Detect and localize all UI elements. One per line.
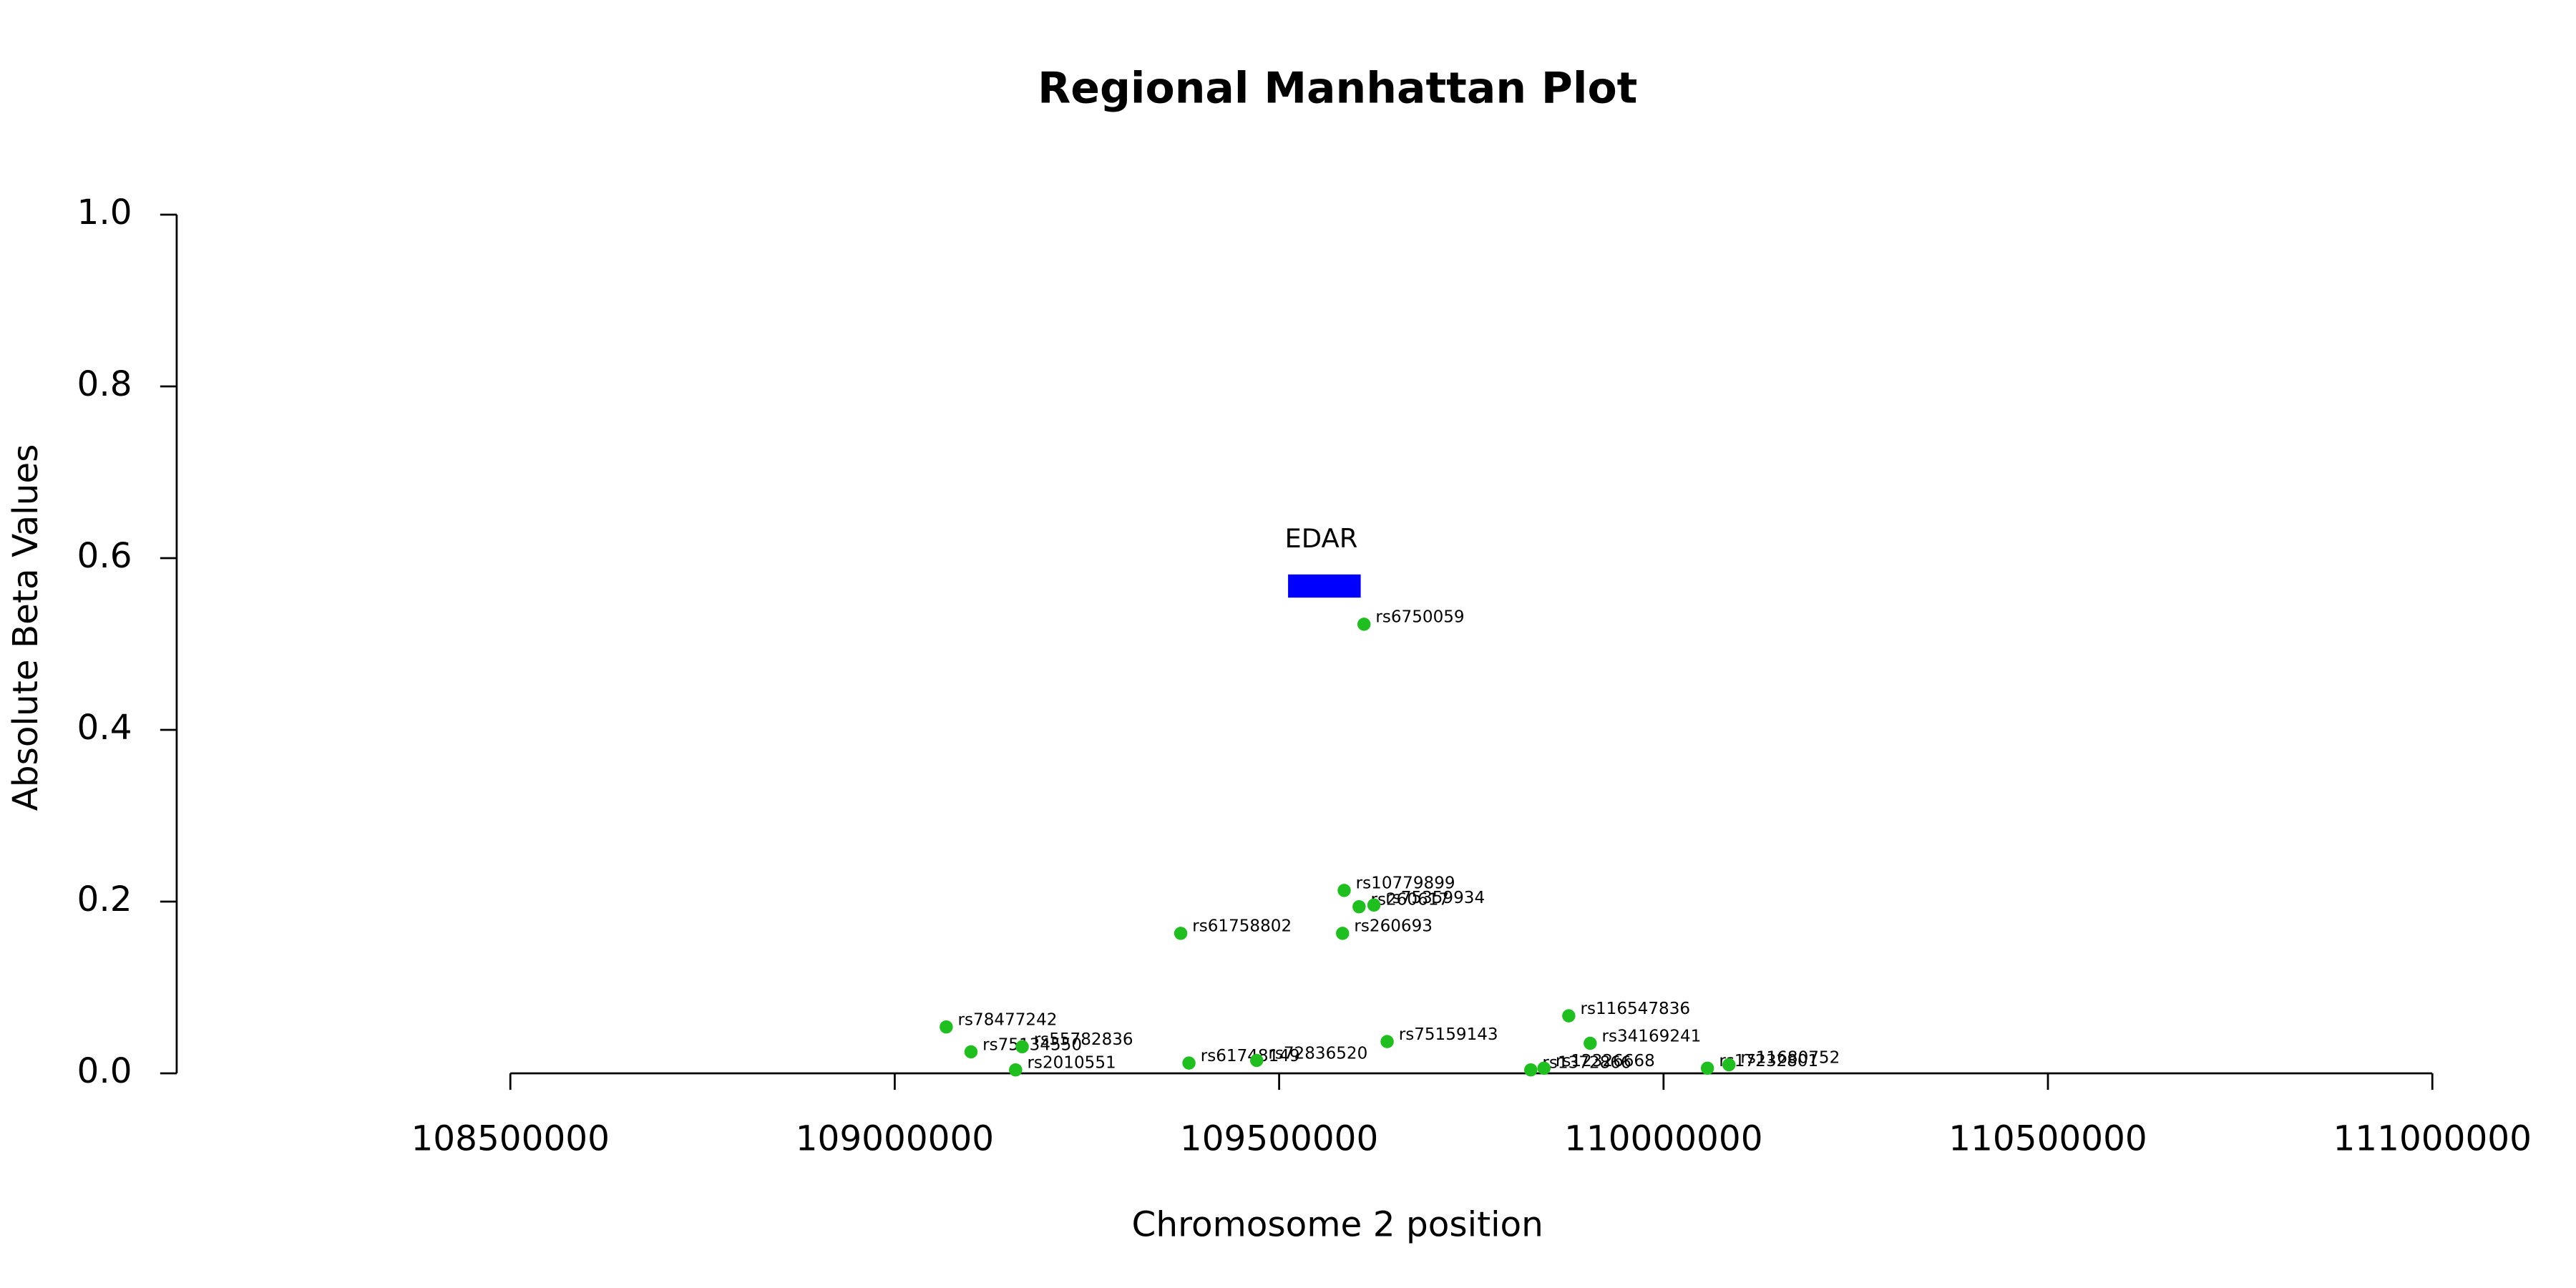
point [1182, 1056, 1196, 1070]
point [1700, 1061, 1714, 1075]
y-tick-label: 1.0 [77, 192, 132, 233]
point-label: rs116547836 [1580, 1000, 1690, 1018]
point-label: rs75159143 [1399, 1025, 1498, 1044]
point-label: rs11680752 [1740, 1048, 1840, 1067]
point-label: rs17232801 [1719, 1052, 1818, 1070]
point-label: rs6750059 [1375, 608, 1464, 627]
y-tick-label: 0.2 [77, 879, 132, 919]
point [1250, 1053, 1264, 1068]
x-tick-label: 110000000 [1564, 1119, 1762, 1159]
point [1357, 618, 1371, 631]
point [1584, 1036, 1597, 1050]
point [940, 1020, 953, 1034]
point-label: rs61748149 [1201, 1047, 1300, 1065]
x-tick-label: 110500000 [1948, 1119, 2147, 1159]
point-label: rs260693 [1354, 917, 1433, 936]
x-tick-label: 111000000 [2333, 1119, 2531, 1159]
y-tick-label: 0.6 [77, 536, 132, 576]
point [1337, 884, 1351, 897]
x-tick-label: 109500000 [1180, 1119, 1378, 1159]
point-label: rs10779899 [1356, 874, 1455, 893]
point [1380, 1035, 1394, 1048]
point-label: rs34169241 [1601, 1027, 1701, 1045]
point-label: rs75359934 [1385, 889, 1485, 907]
y-tick-label: 0.4 [77, 708, 132, 748]
point [1352, 899, 1366, 914]
point [1562, 1009, 1576, 1023]
point [1174, 927, 1188, 940]
y-tick-label: 0.8 [77, 364, 132, 404]
point-label: rs12326668 [1556, 1052, 1655, 1070]
point [1336, 927, 1350, 940]
point-label: rs72836520 [1268, 1044, 1367, 1063]
point-label: rs61758802 [1192, 917, 1292, 936]
point-label: rs75134550 [982, 1035, 1082, 1054]
point [964, 1045, 978, 1059]
point-label: rs2010551 [1027, 1053, 1116, 1072]
chart-title: Regional Manhattan Plot [1038, 64, 1637, 114]
point [1367, 898, 1381, 912]
x-axis-label: Chromosome 2 position [1132, 1205, 1543, 1245]
point-label: rs78477242 [958, 1010, 1058, 1029]
point [1009, 1063, 1023, 1077]
gene-box [1288, 574, 1361, 598]
x-tick-label: 109000000 [796, 1119, 994, 1159]
y-tick-label: 0.0 [77, 1051, 132, 1091]
x-tick-label: 108500000 [411, 1119, 609, 1159]
point [1537, 1061, 1551, 1075]
y-axis-label: Absolute Beta Values [6, 444, 46, 811]
point-label: rs55782836 [1034, 1030, 1133, 1049]
point [1015, 1040, 1029, 1054]
point [1524, 1063, 1538, 1077]
gene-label: EDAR [1284, 523, 1357, 554]
point-label: rs1372866 [1542, 1053, 1631, 1072]
point [1722, 1058, 1736, 1072]
point-label: rs260617 [1371, 890, 1450, 909]
